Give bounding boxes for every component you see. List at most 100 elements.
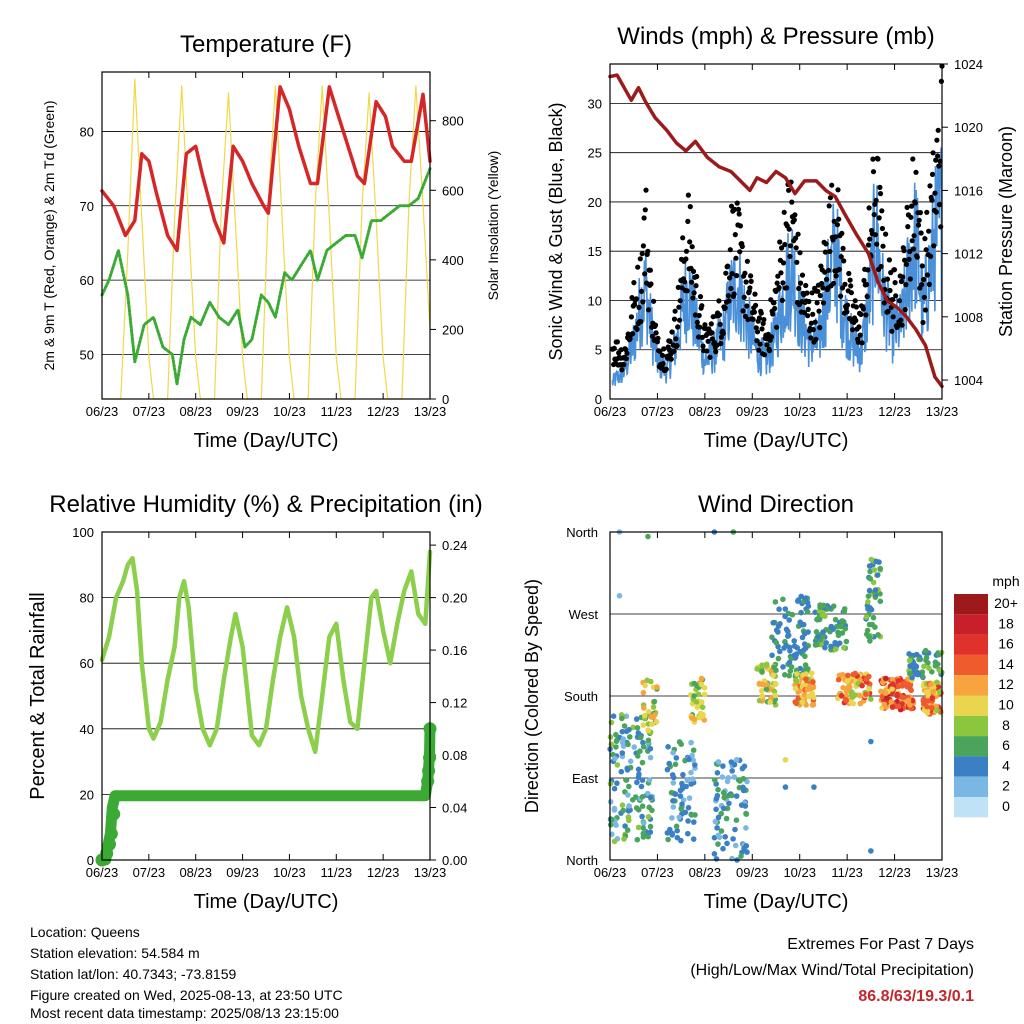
direction-point	[907, 702, 913, 708]
gust-point	[692, 312, 699, 318]
gust-point	[824, 276, 830, 282]
gust-point	[890, 314, 896, 320]
x-tick-label: 08/23	[179, 865, 212, 880]
recent-timestamp-text: Most recent data timestamp: 2025/08/13 2…	[30, 1005, 339, 1021]
direction-point	[635, 774, 642, 781]
gust-point	[628, 314, 635, 320]
y-tick-label: 60	[80, 273, 94, 288]
gust-point	[836, 216, 842, 222]
plot-border	[609, 531, 943, 861]
gust-point	[645, 307, 652, 313]
direction-point	[866, 621, 873, 628]
gust-point	[768, 334, 775, 340]
direction-point	[828, 643, 834, 650]
direction-point	[770, 672, 776, 679]
direction-point	[771, 664, 777, 670]
direction-point	[732, 826, 738, 833]
direction-point	[883, 675, 889, 682]
legend-label: 18	[998, 615, 1014, 631]
direction-point	[685, 818, 691, 824]
gust-point	[905, 224, 911, 230]
y-tick-label: South	[564, 689, 598, 704]
x-tick-label: 12/23	[367, 404, 400, 419]
legend-label: 2	[1002, 778, 1010, 794]
y2-tick-label: 0.08	[442, 748, 467, 763]
gust-point	[914, 254, 920, 260]
direction-point	[624, 827, 631, 833]
direction-point	[833, 646, 839, 652]
direction-point	[812, 609, 818, 616]
direction-point	[794, 645, 801, 651]
gust-point	[919, 282, 925, 288]
x-tick-label: 07/23	[133, 865, 166, 880]
gust-point	[690, 295, 696, 301]
direction-point	[785, 632, 792, 639]
gust-point	[748, 278, 754, 284]
gust-point	[638, 288, 645, 294]
direction-point	[847, 699, 854, 705]
direction-point	[832, 616, 839, 623]
gust-point	[885, 308, 891, 314]
gust-point	[930, 150, 936, 156]
direction-point	[783, 626, 790, 633]
direction-point	[654, 684, 660, 690]
gust-point	[855, 339, 861, 345]
direction-point	[804, 609, 811, 615]
gust-point	[718, 340, 724, 347]
direction-point	[796, 688, 803, 694]
gust-point	[742, 270, 748, 276]
direction-point	[613, 822, 619, 828]
chart-3-xlabel: Time (Day/UTC)	[194, 891, 339, 913]
gust-point	[621, 362, 627, 368]
precip-point	[422, 764, 436, 778]
gust-point	[734, 200, 740, 206]
direction-point	[686, 795, 693, 801]
gust-point	[623, 356, 629, 362]
direction-point	[631, 744, 637, 750]
solar-insolation-line	[101, 78, 431, 400]
direction-point	[645, 708, 652, 715]
direction-point	[733, 817, 740, 823]
direction-point	[841, 645, 847, 651]
direction-point	[646, 777, 653, 783]
direction-point	[669, 832, 675, 838]
direction-point	[688, 769, 694, 776]
gust-point	[774, 324, 780, 330]
direction-point	[641, 705, 647, 711]
direction-point	[788, 664, 795, 670]
direction-point	[690, 747, 697, 753]
gust-point	[680, 235, 686, 241]
gust-point	[848, 290, 855, 296]
gust-point	[853, 304, 860, 310]
y-tick-label: 20	[588, 195, 602, 210]
direction-point	[715, 814, 722, 821]
legend-label: 0	[1002, 798, 1010, 814]
location-text: Location: Queens	[30, 924, 140, 940]
gust-point	[634, 326, 640, 332]
direction-point	[695, 691, 702, 698]
direction-point	[845, 672, 851, 679]
direction-point	[686, 756, 692, 763]
direction-point	[881, 701, 888, 708]
gust-point	[913, 169, 919, 175]
gust-point	[920, 319, 926, 326]
gust-point	[875, 156, 881, 162]
direction-point	[634, 836, 641, 843]
gust-point	[786, 187, 792, 193]
direction-point	[866, 587, 873, 594]
direction-point	[866, 686, 872, 692]
gust-point	[831, 218, 837, 224]
x-tick-label: 12/23	[367, 865, 400, 880]
y2-tick-label: 0.12	[442, 696, 467, 711]
direction-point	[715, 786, 721, 793]
direction-point	[699, 704, 706, 711]
direction-point	[639, 813, 645, 820]
gust-point	[694, 319, 700, 325]
direction-point	[680, 797, 687, 803]
gust-point	[880, 243, 886, 249]
gust-point	[902, 307, 908, 313]
direction-point	[908, 687, 914, 694]
gust-point	[922, 307, 929, 313]
legend-label: 20+	[994, 595, 1018, 611]
gust-point	[677, 298, 683, 304]
